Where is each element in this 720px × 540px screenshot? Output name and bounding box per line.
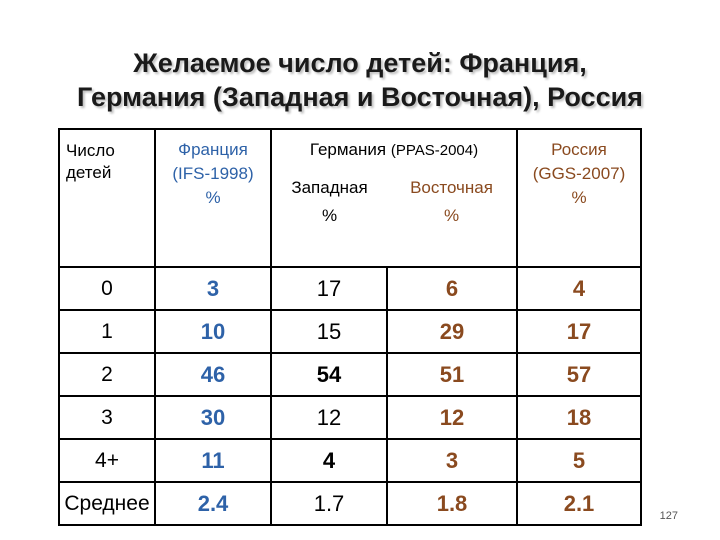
russia-label: Россия: [551, 140, 607, 159]
table-row: 1 10 15 29 17: [58, 309, 642, 354]
france-value: 46: [154, 352, 272, 397]
russia-source: (GGS-2007): [532, 164, 626, 183]
header-children-line1: Число: [66, 141, 115, 160]
header-russia: Россия (GGS-2007) %: [516, 128, 642, 268]
east-value: 3: [386, 438, 518, 483]
russia-value: 4: [516, 266, 642, 311]
title-line-1: Желаемое число детей: Франция,: [133, 48, 587, 78]
header-children-count: Число детей: [58, 128, 156, 268]
west-value: 12: [270, 395, 388, 440]
france-value: 11: [154, 438, 272, 483]
west-value: 4: [270, 438, 388, 483]
russia-value: 5: [516, 438, 642, 483]
france-source: (IFS-1998): [172, 164, 254, 183]
table-row: 4+ 11 4 3 5: [58, 438, 642, 483]
row-label: 4+: [58, 438, 156, 483]
france-value: 2.4: [154, 481, 272, 526]
east-value: 12: [386, 395, 518, 440]
east-value: 51: [386, 352, 518, 397]
west-unit: %: [321, 206, 338, 225]
row-label: 1: [58, 309, 156, 354]
france-value: 3: [154, 266, 272, 311]
header-east: Восточная %: [387, 170, 518, 268]
france-value: 30: [154, 395, 272, 440]
germany-label: Германия: [309, 140, 387, 159]
east-label: Восточная: [410, 178, 493, 197]
france-unit: %: [205, 188, 221, 207]
france-label: Франция: [178, 140, 248, 159]
russia-value: 2.1: [516, 481, 642, 526]
east-unit: %: [443, 206, 460, 225]
header-france: Франция (IFS-1998) %: [154, 128, 272, 268]
west-value: 1.7: [270, 481, 388, 526]
row-label: 2: [58, 352, 156, 397]
title-line-2: Германия (Западная и Восточная), Россия: [77, 82, 643, 112]
west-value: 17: [270, 266, 388, 311]
slide-title: Желаемое число детей: Франция, Германия …: [0, 46, 720, 114]
header-germany: Германия (PPAS-2004): [270, 128, 518, 170]
west-value: 15: [270, 309, 388, 354]
west-label: Западная: [291, 178, 368, 197]
east-value: 29: [386, 309, 518, 354]
row-label: Среднее: [58, 481, 156, 526]
russia-unit: %: [571, 188, 587, 207]
russia-value: 17: [516, 309, 642, 354]
header-west: Западная %: [270, 170, 387, 268]
table-row: 0 3 17 6 4: [58, 266, 642, 311]
table-row: 3 30 12 12 18: [58, 395, 642, 440]
russia-value: 18: [516, 395, 642, 440]
east-value: 6: [386, 266, 518, 311]
row-label: 3: [58, 395, 156, 440]
russia-value: 57: [516, 352, 642, 397]
header-children-line2: детей: [66, 163, 112, 182]
east-value: 1.8: [386, 481, 518, 526]
children-table: Число детей Франция (IFS-1998) % Германи…: [58, 128, 642, 526]
page-number: 127: [659, 510, 678, 522]
table-row: 2 46 54 51 57: [58, 352, 642, 397]
west-value: 54: [270, 352, 388, 397]
germany-source: (PPAS-2004): [390, 142, 479, 159]
row-label: 0: [58, 266, 156, 311]
table-row: Среднее 2.4 1.7 1.8 2.1: [58, 481, 642, 526]
france-value: 10: [154, 309, 272, 354]
